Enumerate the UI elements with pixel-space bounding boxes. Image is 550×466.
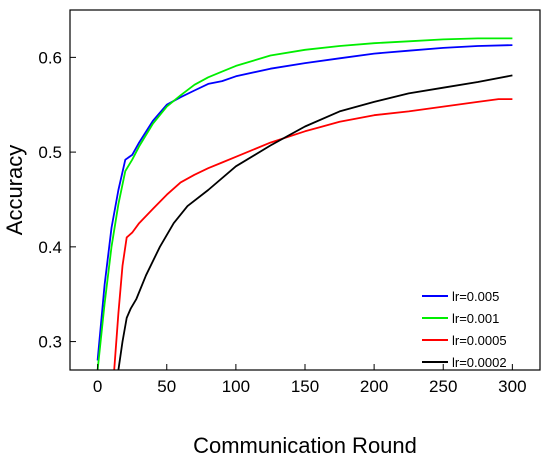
y-axis-ticks: 0.3 0.4 0.5 0.6 (38, 48, 76, 352)
legend-label-0: lr=0.005 (452, 289, 499, 304)
series-line-2 (113, 98, 513, 371)
y-tick-label: 0.5 (38, 143, 62, 162)
y-tick-label: 0.6 (38, 48, 62, 67)
x-tick-label: 100 (222, 377, 250, 396)
legend: lr=0.005 lr=0.001 lr=0.0005 lr=0.0002 (422, 289, 507, 370)
x-tick-label: 200 (360, 377, 388, 396)
y-axis-label: Accuracy (2, 145, 27, 235)
series-layer (96, 37, 513, 371)
series-line-1 (96, 37, 513, 371)
x-axis-ticks: 0 50 100 150 200 250 300 (93, 364, 527, 396)
x-tick-label: 0 (93, 377, 102, 396)
x-tick-label: 150 (291, 377, 319, 396)
x-tick-label: 250 (429, 377, 457, 396)
x-tick-label: 300 (498, 377, 526, 396)
legend-label-2: lr=0.0005 (452, 333, 507, 348)
legend-label-1: lr=0.001 (452, 311, 499, 326)
x-tick-label: 50 (157, 377, 176, 396)
plot-area (70, 10, 540, 370)
y-tick-label: 0.3 (38, 333, 62, 352)
legend-label-3: lr=0.0002 (452, 355, 507, 370)
y-tick-label: 0.4 (38, 238, 62, 257)
x-axis-label: Communication Round (193, 433, 417, 458)
series-line-3 (117, 74, 513, 371)
series-line-0 (96, 44, 513, 361)
